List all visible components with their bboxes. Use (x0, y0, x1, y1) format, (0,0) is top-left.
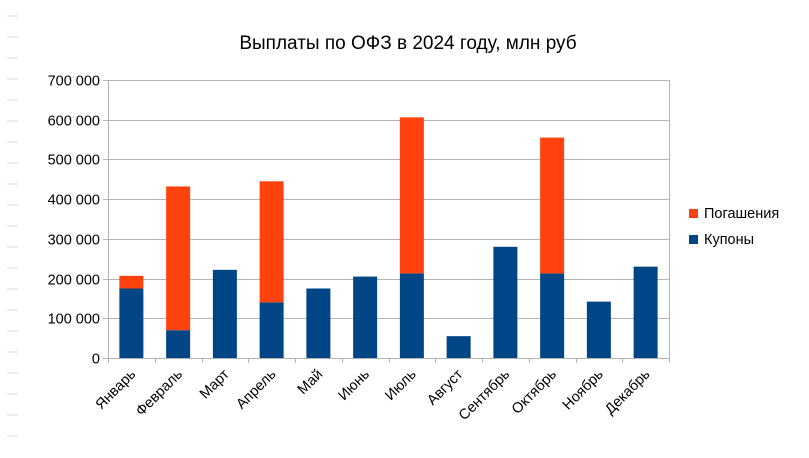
legend-label: Купоны (704, 232, 754, 248)
x-tick-label: Апрель (233, 367, 279, 413)
x-tick-label: Июль (382, 367, 419, 404)
bar-redemptions (399, 117, 424, 274)
y-tick-label: 500 000 (48, 153, 100, 169)
x-tick-label: Октябрь (509, 367, 560, 418)
bar-coupons (259, 302, 284, 358)
legend-swatch (689, 235, 698, 244)
x-tick-label: Июнь (336, 367, 373, 404)
bar-coupons (399, 273, 424, 358)
bar-redemptions (166, 186, 191, 331)
x-tick-label: Сентябрь (456, 367, 513, 424)
margin-dashes (7, 15, 18, 437)
y-tick-label: 400 000 (48, 193, 100, 209)
x-tick-label: Ноябрь (560, 367, 607, 414)
bar-coupons (166, 330, 191, 358)
bar-coupons (306, 288, 331, 358)
chart-title: Выплаты по ОФЗ в 2024 году, млн руб (239, 33, 576, 54)
bar-coupons (446, 336, 471, 358)
legend-swatch (689, 209, 698, 218)
x-tick-label: Август (424, 366, 466, 408)
bar-coupons (212, 269, 237, 358)
bar-coupons (353, 276, 378, 358)
x-tick-label: Январь (93, 367, 139, 413)
x-tick-label: Май (295, 367, 326, 398)
y-tick-label: 300 000 (48, 233, 100, 249)
x-tick-label: Март (197, 366, 233, 402)
bar-coupons (586, 301, 611, 358)
bar-redemptions (119, 275, 144, 289)
bar-coupons (119, 288, 144, 358)
bar-coupons (493, 246, 518, 358)
y-tick-label: 600 000 (48, 114, 100, 130)
y-tick-labels: 0 100 000 200 000 300 000 400 000 500 000 600 … (48, 74, 100, 368)
axes (108, 80, 670, 363)
y-tick-label: 0 (92, 352, 100, 368)
x-tick-label: Декабрь (602, 367, 653, 418)
bar-coupons (633, 266, 658, 358)
bar-redemptions (259, 181, 284, 303)
y-tick-label: 100 000 (48, 312, 100, 328)
y-tick-label: 200 000 (48, 273, 100, 289)
bar-redemptions (540, 137, 565, 274)
legend-label: Погашения (704, 206, 779, 222)
x-tick-label: Февраль (133, 367, 186, 420)
y-tick-label: 700 000 (48, 74, 100, 90)
bar-coupons (540, 273, 565, 358)
legend: Погашения Купоны (689, 206, 779, 248)
bars (119, 117, 658, 358)
